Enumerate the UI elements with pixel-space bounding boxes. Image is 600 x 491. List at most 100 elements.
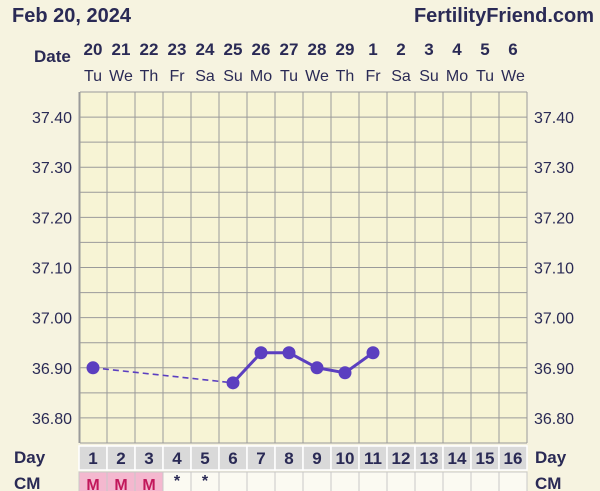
cycle-day-cell — [246, 445, 276, 471]
weekday-label: Th — [336, 68, 355, 85]
cm-row-label-left: CM — [14, 474, 40, 491]
date-number: 25 — [224, 40, 243, 59]
cycle-day-cell — [470, 445, 500, 471]
weekday-label: Sa — [195, 68, 215, 85]
cm-cell — [470, 471, 500, 491]
date-number: 28 — [308, 40, 327, 59]
cm-cell — [498, 471, 528, 491]
date-row-label: Date — [34, 47, 71, 66]
weekday-label: We — [109, 68, 133, 85]
cm-cell — [218, 471, 248, 491]
cycle-day-number: 5 — [200, 449, 209, 468]
spotting-mark: * — [174, 473, 181, 490]
temperature-point — [226, 376, 240, 390]
weekday-label: Mo — [250, 68, 272, 85]
cycle-day-number: 11 — [364, 449, 382, 468]
cycle-day-cell — [134, 445, 164, 471]
cycle-day-number: 14 — [448, 449, 467, 468]
cycle-day-number: 10 — [336, 449, 355, 468]
weekday-label: Sa — [391, 68, 411, 85]
date-number: 23 — [168, 40, 187, 59]
cycle-day-cell — [358, 445, 388, 471]
chart-date-title: Feb 20, 2024 — [12, 5, 132, 27]
weekday-label: Tu — [84, 68, 102, 85]
spotting-mark: * — [202, 473, 209, 490]
date-number: 22 — [140, 40, 159, 59]
cm-row-label-right: CM — [535, 474, 561, 491]
cycle-day-cell — [442, 445, 472, 471]
weekday-label: Su — [223, 68, 243, 85]
cycle-day-number: 4 — [172, 449, 182, 468]
cycle-day-cell — [162, 445, 192, 471]
date-number: 29 — [336, 40, 355, 59]
y-tick-label: 37.30 — [534, 160, 574, 177]
date-number: 26 — [252, 40, 271, 59]
date-number: 6 — [508, 40, 517, 59]
weekday-label: Fr — [365, 68, 381, 85]
day-row-label: Day — [14, 448, 46, 467]
y-tick-label: 36.90 — [534, 361, 574, 378]
date-number: 2 — [396, 40, 405, 59]
weekday-label: We — [305, 68, 329, 85]
cm-cell — [442, 471, 472, 491]
y-axis-right: 36.80 36.90 37.00 37.10 37.20 37.30 37.40 — [534, 110, 574, 428]
y-tick-label: 37.00 — [534, 311, 574, 328]
y-tick-label: 37.10 — [534, 261, 574, 278]
cycle-day-cell — [78, 445, 108, 471]
date-number: 1 — [368, 40, 377, 59]
weekday-label: Su — [419, 68, 439, 85]
y-axis-left: 36.80 36.90 37.00 37.10 37.20 37.30 37.40 — [32, 110, 72, 428]
temperature-point — [366, 346, 380, 360]
y-tick-label: 37.10 — [32, 261, 72, 278]
cycle-day-cell — [302, 445, 332, 471]
temperature-series — [86, 346, 380, 390]
cycle-day-number: 8 — [284, 449, 293, 468]
cycle-day-cell — [498, 445, 528, 471]
temperature-point — [254, 346, 268, 360]
cycle-day-number: 9 — [312, 449, 321, 468]
y-tick-label: 36.90 — [32, 361, 72, 378]
cycle-day-rows: 1 M 2 M 3 M 4 * 5 * 6 7 8 9 10 11 12 13 14 15 16 — [78, 445, 528, 491]
weekday-label: Mo — [446, 68, 468, 85]
weekday-label: Tu — [280, 68, 298, 85]
weekday-label: Tu — [476, 68, 494, 85]
cm-cell — [414, 471, 444, 491]
series-segment — [231, 351, 263, 384]
date-number: 3 — [424, 40, 433, 59]
temperature-point — [310, 361, 324, 375]
cycle-day-number: 16 — [504, 449, 523, 468]
cycle-day-number: 12 — [392, 449, 411, 468]
date-number: 24 — [196, 40, 215, 59]
cm-cell — [358, 471, 388, 491]
cycle-day-number: 3 — [144, 449, 153, 468]
y-tick-label: 36.80 — [32, 411, 72, 428]
brand-logo-text[interactable]: FertilityFriend.com — [414, 5, 594, 27]
y-tick-label: 37.20 — [534, 210, 574, 227]
cycle-day-cell — [218, 445, 248, 471]
series-segment-dashed — [92, 366, 234, 384]
weekday-label: Th — [140, 68, 159, 85]
menses-mark: M — [86, 477, 99, 491]
cycle-day-cell — [330, 445, 360, 471]
y-tick-label: 37.40 — [32, 110, 72, 127]
y-tick-label: 37.30 — [32, 160, 72, 177]
cm-cell — [274, 471, 304, 491]
weekday-label: We — [501, 68, 525, 85]
menses-mark: M — [142, 477, 155, 491]
cm-cell — [386, 471, 416, 491]
cycle-day-number: 7 — [256, 449, 265, 468]
cm-cell — [330, 471, 360, 491]
date-number: 27 — [280, 40, 299, 59]
temperature-point — [86, 361, 100, 375]
y-tick-label: 37.40 — [534, 110, 574, 127]
cycle-day-number: 15 — [476, 449, 495, 468]
date-number: 21 — [112, 40, 131, 59]
date-number: 20 — [84, 40, 103, 59]
temperature-point — [338, 366, 352, 380]
date-number: 4 — [452, 40, 462, 59]
date-number: 5 — [480, 40, 489, 59]
temperature-point — [282, 346, 296, 360]
plot-area — [78, 91, 528, 444]
cm-cell — [302, 471, 332, 491]
